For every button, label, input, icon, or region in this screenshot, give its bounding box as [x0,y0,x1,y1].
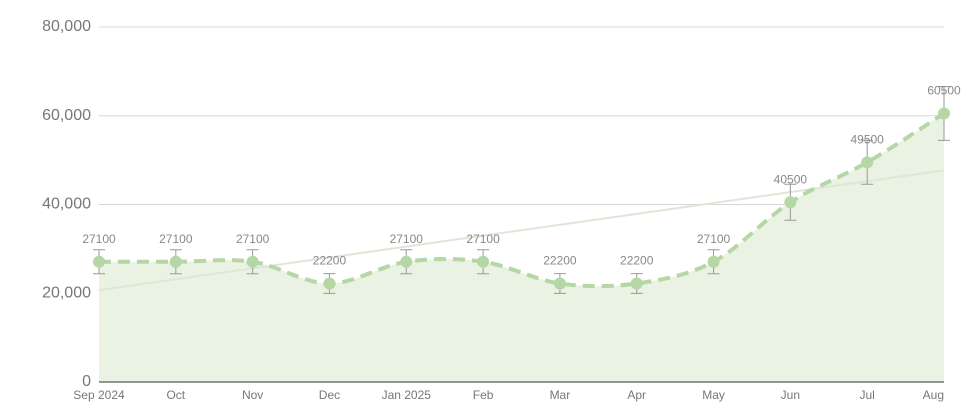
y-tick-label: 80,000 [42,18,91,35]
x-tick-label: Sep 2024 [73,388,125,402]
value-label: 40500 [774,172,808,186]
point [553,277,566,290]
y-tick-label: 60,000 [42,107,91,124]
point [400,255,413,268]
x-tick-label: Aug [923,388,944,402]
x-tick-label: Mar [550,388,571,402]
x-tick-label: May [702,388,725,402]
x-tick-label: Jun [781,388,800,402]
trend-line [98,169,945,292]
point [169,255,182,268]
value-label: 27100 [159,232,193,246]
value-label: 22200 [620,254,654,268]
y-tick-label: 40,000 [42,196,91,213]
x-tick-label: Jan 2025 [382,388,432,402]
point [861,156,874,169]
x-tick-label: Nov [242,388,263,402]
point [630,277,643,290]
point [323,277,336,290]
value-label: 22200 [543,254,577,268]
value-label: 60500 [927,84,961,98]
area [99,113,944,382]
point [707,255,720,268]
value-label: 27100 [236,232,270,246]
point [93,255,105,268]
point [477,255,490,268]
x-tick-label: Apr [627,388,646,402]
x-tick-label: Feb [473,388,494,402]
value-label: 22200 [313,254,347,268]
point [938,107,950,120]
y-tick-label: 0 [82,373,91,390]
value-label: 27100 [697,232,731,246]
point [246,255,259,268]
value-label: 49500 [850,133,884,147]
x-tick-label: Dec [319,388,340,402]
x-tick-label: Jul [860,388,875,402]
x-tick-label: Oct [166,388,185,402]
value-label: 27100 [82,232,116,246]
value-label: 27100 [390,232,424,246]
value-label: 27100 [466,232,500,246]
point [784,196,797,209]
y-tick-label: 20,000 [42,284,91,301]
